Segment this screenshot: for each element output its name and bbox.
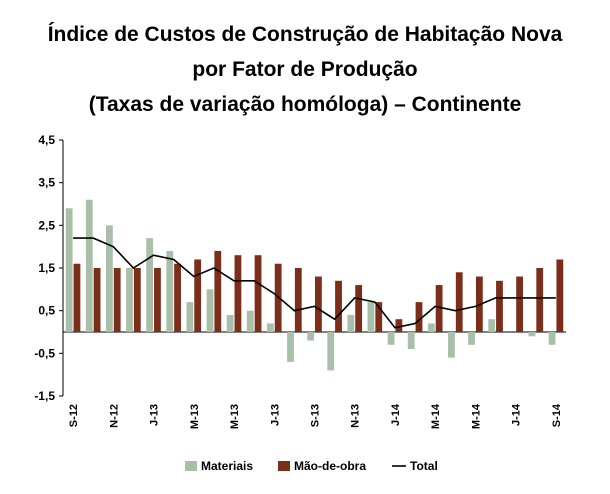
- bar-mao-de-obra: [194, 259, 202, 332]
- bar-mao-de-obra: [214, 250, 222, 332]
- bar-mao-de-obra: [335, 280, 342, 332]
- bar-mao-de-obra: [93, 268, 101, 332]
- x-tick-label: M-14: [430, 403, 442, 429]
- bar-materiais: [106, 225, 113, 332]
- x-tick-label: S-12: [68, 404, 80, 427]
- line-total: [73, 237, 556, 329]
- bar-mao-de-obra: [234, 255, 242, 332]
- bar-materiais: [266, 323, 274, 332]
- bar-materiais: [407, 332, 415, 350]
- bar-materiais: [126, 268, 133, 332]
- bar-materiais: [186, 302, 194, 332]
- bar-materiais: [166, 250, 174, 332]
- bar-mao-de-obra: [254, 255, 262, 332]
- bar-materiais: [65, 208, 73, 332]
- bar-materiais: [548, 332, 556, 345]
- y-tick-label: 2,5: [38, 218, 55, 232]
- bar-mao-de-obra: [315, 276, 322, 332]
- legend-label-mao-de-obra: Mão-de-obra: [294, 459, 366, 473]
- bar-mao-de-obra: [536, 268, 544, 332]
- chart-title-line-2: por Fator de Produção: [192, 58, 418, 81]
- bar-mao-de-obra: [375, 302, 383, 332]
- legend-label-materiais: Materiais: [201, 459, 253, 473]
- x-tick-label: N-12: [108, 404, 120, 428]
- x-tick-label: N-13: [350, 404, 362, 428]
- x-tick-label: J-13: [269, 404, 281, 426]
- bar-materiais: [287, 332, 294, 362]
- y-tick-label: -1,5: [34, 389, 55, 403]
- bar-materiais: [448, 332, 455, 358]
- x-tick-label: J-13: [149, 404, 161, 426]
- bar-mao-de-obra: [395, 319, 403, 332]
- x-tick-label: M-13: [189, 404, 201, 429]
- chart-title-line-3: (Taxas de variação homóloga) – Continent…: [88, 93, 522, 116]
- legend-swatch-mao-de-obra: [278, 461, 290, 471]
- bar-materiais: [327, 332, 335, 371]
- bar-materiais: [468, 332, 475, 345]
- y-tick-label: 1,5: [38, 261, 55, 275]
- bar-mao-de-obra: [174, 263, 181, 332]
- x-tick-label: M-14: [471, 403, 483, 429]
- bar-materiais: [427, 323, 435, 332]
- bar-materiais: [367, 302, 375, 332]
- chart-title-line-1: Índice de Custos de Construção de Habita…: [47, 23, 563, 46]
- bar-mao-de-obra: [516, 276, 523, 332]
- bar-mao-de-obra: [435, 285, 443, 332]
- bar-mao-de-obra: [415, 302, 423, 332]
- bar-materiais: [307, 332, 314, 341]
- bar-materiais: [347, 314, 355, 332]
- legend-swatch-materiais: [185, 461, 197, 471]
- bar-mao-de-obra: [355, 285, 363, 332]
- bar-mao-de-obra: [133, 268, 141, 332]
- bar-materiais: [146, 238, 154, 332]
- y-tick-label: 0,5: [38, 304, 55, 318]
- bar-materiais: [206, 289, 214, 332]
- x-tick-label: S-14: [551, 403, 563, 427]
- bar-mao-de-obra: [455, 272, 463, 332]
- bar-materiais: [85, 199, 93, 332]
- bar-materiais: [528, 332, 536, 337]
- bar-materiais: [488, 319, 496, 332]
- x-tick-label: M-13: [229, 404, 241, 429]
- bar-mao-de-obra: [294, 268, 302, 332]
- bar-mao-de-obra: [154, 268, 161, 332]
- y-tick-label: 4,5: [38, 133, 55, 147]
- y-tick-label: 3,5: [38, 176, 55, 190]
- x-tick-label: J-14: [390, 403, 402, 426]
- x-tick-label: J-14: [511, 403, 523, 426]
- legend-label-total: Total: [410, 459, 438, 473]
- y-tick-label: -0,5: [34, 346, 55, 360]
- bar-mao-de-obra: [556, 259, 564, 332]
- bar-materiais: [246, 310, 254, 332]
- bar-materiais: [387, 332, 395, 345]
- x-tick-label: S-13: [310, 404, 322, 427]
- bar-materiais: [226, 314, 234, 332]
- bar-mao-de-obra: [113, 268, 121, 332]
- bar-mao-de-obra: [73, 263, 81, 332]
- bar-mao-de-obra: [496, 280, 503, 332]
